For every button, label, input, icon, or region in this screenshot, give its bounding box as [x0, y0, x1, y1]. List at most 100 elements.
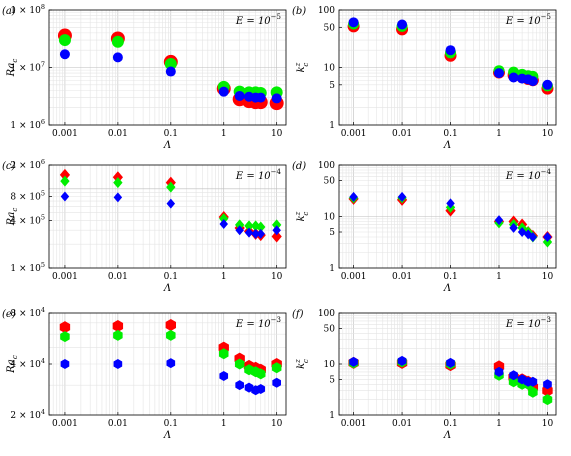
data-point: [235, 380, 245, 391]
x-axis-label: Λ: [443, 283, 451, 294]
annotation-exponent: −4: [271, 168, 282, 176]
data-point: [164, 58, 177, 71]
x-tick-text: 1: [221, 419, 227, 429]
data-point: [542, 79, 553, 90]
x-tick-label: 0.01: [108, 419, 128, 429]
panel-label-text: (c): [2, 161, 16, 172]
x-axis-label: Λ: [443, 140, 451, 151]
series-2: [349, 191, 552, 242]
x-tick-label: 10: [271, 129, 283, 139]
data-point: [272, 377, 282, 388]
x-tick-label: 1: [221, 272, 227, 282]
ekman-annotation: E = 10−4: [505, 168, 552, 182]
y-tick-label: 4 × 105: [10, 213, 45, 226]
panel-label: (a): [2, 6, 16, 17]
data-point: [234, 90, 245, 101]
panel-label-text: (e): [2, 309, 16, 320]
series-2: [59, 49, 282, 104]
data-point: [166, 198, 176, 209]
x-tick-text: 1: [221, 129, 227, 139]
x-tick-label: 0.1: [164, 129, 178, 139]
x-tick-text: 10: [271, 272, 283, 282]
data-point: [494, 215, 504, 226]
y-tick-mantissa: 2 × 10: [10, 161, 41, 171]
x-tick-label: 0.01: [392, 419, 412, 429]
data-point: [446, 357, 455, 368]
series-2: [349, 355, 552, 390]
data-point: [349, 191, 358, 202]
data-point: [446, 198, 455, 209]
data-point: [271, 362, 282, 374]
x-tick-label: 10: [271, 272, 283, 282]
data-point: [113, 359, 123, 369]
x-axis-label-text: Λ: [163, 140, 171, 151]
data-point: [271, 93, 282, 104]
x-axis-label: Λ: [163, 283, 171, 294]
annotation-exponent: −5: [271, 13, 281, 21]
y-axis-label-sub: c: [11, 208, 19, 212]
series-2: [60, 191, 281, 239]
ekman-annotation: E = 10−4: [235, 168, 282, 182]
x-axis-label: Λ: [163, 140, 171, 151]
y-tick-text: 5: [329, 375, 335, 385]
data-point: [397, 191, 407, 202]
annotation-base: E = 10: [235, 319, 271, 330]
data-point: [528, 386, 538, 398]
x-tick-label: 10: [542, 129, 554, 139]
data-point: [113, 329, 123, 341]
x-tick-text: 1: [221, 272, 227, 282]
data-point: [218, 86, 229, 97]
y-tick-label: 100: [318, 309, 335, 319]
data-point: [113, 192, 123, 203]
y-axis-label-sub: c: [302, 359, 310, 363]
data-point: [397, 19, 408, 30]
data-point: [165, 318, 176, 331]
y-tick-text: 10: [324, 213, 336, 223]
x-axis-label-text: Λ: [443, 430, 451, 441]
x-axis-label: Λ: [163, 430, 171, 441]
ekman-annotation: E = 10−3: [505, 316, 551, 330]
y-tick-text: 50: [324, 23, 336, 33]
y-tick-text: 10: [324, 360, 336, 370]
data-point: [166, 358, 176, 369]
x-axis-label-text: Λ: [163, 430, 171, 441]
x-tick-text: 0.01: [108, 129, 128, 139]
data-point: [244, 227, 254, 238]
data-point: [271, 230, 282, 243]
annotation-exponent: −3: [271, 316, 281, 324]
data-point: [244, 382, 254, 393]
y-tick-exponent: 8: [41, 3, 45, 11]
y-tick-label: 1: [329, 121, 335, 131]
x-tick-text: 0.1: [164, 419, 178, 429]
data-point: [235, 219, 245, 231]
y-axis-label-main: Ra: [6, 212, 17, 227]
y-tick-label: 1 × 108: [10, 3, 45, 16]
x-tick-label: 0.01: [392, 272, 412, 282]
series-2: [348, 17, 553, 90]
panel-label-text: (b): [292, 6, 306, 17]
panel-label-text: (d): [292, 161, 306, 172]
y-tick-label: 10: [324, 360, 336, 370]
y-tick-label: 8 × 105: [10, 190, 45, 203]
y-axis-label: kzc: [294, 62, 310, 72]
x-tick-label: 1: [496, 129, 502, 139]
data-point: [166, 329, 176, 341]
data-point: [112, 52, 123, 63]
x-tick-text: 0.001: [341, 129, 367, 139]
y-tick-label: 10: [324, 213, 336, 223]
x-tick-label: 1: [221, 419, 227, 429]
data-point: [445, 45, 456, 56]
y-tick-label: 2 × 104: [10, 408, 45, 421]
y-tick-label: 50: [324, 23, 336, 33]
data-point: [219, 218, 228, 229]
data-point: [165, 66, 176, 77]
data-point: [234, 358, 245, 370]
y-tick-label: 8 × 104: [10, 306, 45, 319]
x-tick-text: 1: [496, 272, 502, 282]
y-tick-label: 1 × 107: [10, 61, 45, 74]
x-tick-text: 1: [496, 129, 502, 139]
panel-label: (c): [2, 161, 16, 172]
x-tick-label: 0.001: [341, 129, 367, 139]
y-axis-label-sup: z: [294, 62, 302, 67]
